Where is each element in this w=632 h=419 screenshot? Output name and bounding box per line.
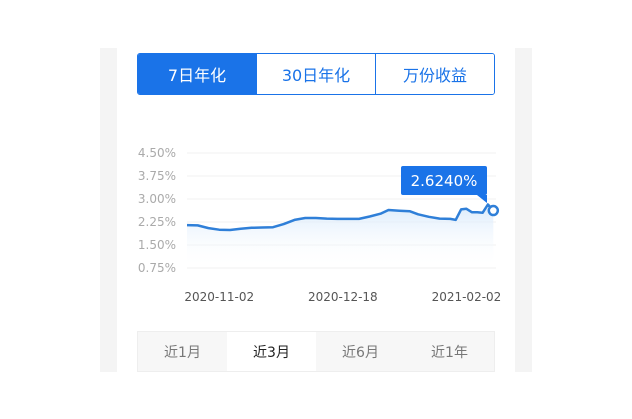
tooltip-pointer <box>477 195 487 203</box>
range-1-year[interactable]: 近1年 <box>431 344 468 361</box>
x-tick-label: 2020-12-18 <box>308 290 378 304</box>
y-tick-label: 0.75% <box>138 261 176 275</box>
x-tick-label: 2021-02-02 <box>432 290 502 304</box>
range-tabs: 近1月 近3月 近6月 近1年 <box>137 331 495 372</box>
chart-card <box>117 48 515 372</box>
y-tick-label: 4.50% <box>138 146 176 160</box>
tab-per-10k-income[interactable]: 万份收益 <box>375 54 494 94</box>
metric-tabs: 7日年化 30日年化 万份收益 <box>137 53 495 95</box>
range-6-months[interactable]: 近6月 <box>342 344 379 361</box>
tooltip-box <box>401 166 487 195</box>
tab-7day-yield[interactable]: 7日年化 <box>138 54 256 94</box>
y-tick-label: 2.25% <box>138 215 176 229</box>
range-3-months[interactable]: 近3月 <box>227 332 316 371</box>
tooltip-value: 2.6240% <box>411 172 478 190</box>
series-line <box>186 203 495 232</box>
y-tick-label: 3.00% <box>138 192 176 206</box>
range-1-month[interactable]: 近1月 <box>164 344 201 361</box>
y-tick-label: 3.75% <box>138 169 176 183</box>
y-tick-label: 1.50% <box>138 238 176 252</box>
x-tick-label: 2020-11-02 <box>184 290 254 304</box>
data-point-marker <box>487 204 500 217</box>
tab-30day-yield[interactable]: 30日年化 <box>256 54 375 94</box>
area-fill <box>187 204 494 268</box>
